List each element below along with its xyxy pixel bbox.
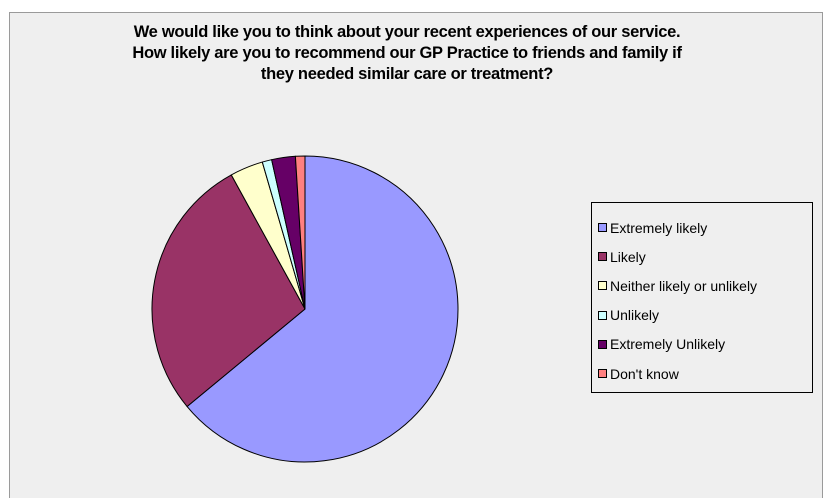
legend-label-3: Unlikely [610, 307, 660, 324]
chart-title-line-3: they needed similar care or treatment? [260, 65, 554, 83]
legend-swatch-5 [598, 369, 607, 379]
chart-title-line-1: We would like you to think about your re… [133, 23, 681, 41]
legend-item-4: Extremely Unlikely [592, 330, 812, 359]
legend-item-2: Neither likely or unlikely [592, 271, 812, 300]
legend-swatch-2 [598, 281, 607, 291]
legend-label-5: Don't know [610, 365, 679, 382]
legend-label-0: Extremely likely [610, 219, 708, 236]
legend-label-2: Neither likely or unlikely [610, 277, 758, 294]
chart-legend: Extremely likely Likely Neither likely or … [591, 202, 813, 393]
legend-item-3: Unlikely [592, 301, 812, 330]
chart-title: We would like you to think about your re… [60, 22, 754, 85]
pie-slice-5 [294, 155, 306, 310]
legend-item-0: Extremely likely [592, 213, 812, 242]
pie-slice-0 [186, 155, 459, 463]
legend-swatch-1 [598, 252, 607, 262]
chart-title-line-2: How likely are you to recommend our GP P… [132, 44, 682, 62]
legend-swatch-3 [598, 310, 607, 320]
legend-swatch-0 [598, 223, 607, 233]
legend-label-1: Likely [610, 248, 646, 265]
legend-item-5: Don't know [592, 359, 812, 388]
legend-label-4: Extremely Unlikely [610, 336, 726, 353]
pie-slice-1 [151, 174, 306, 408]
legend-item-1: Likely [592, 242, 812, 271]
legend-swatch-4 [598, 339, 607, 349]
